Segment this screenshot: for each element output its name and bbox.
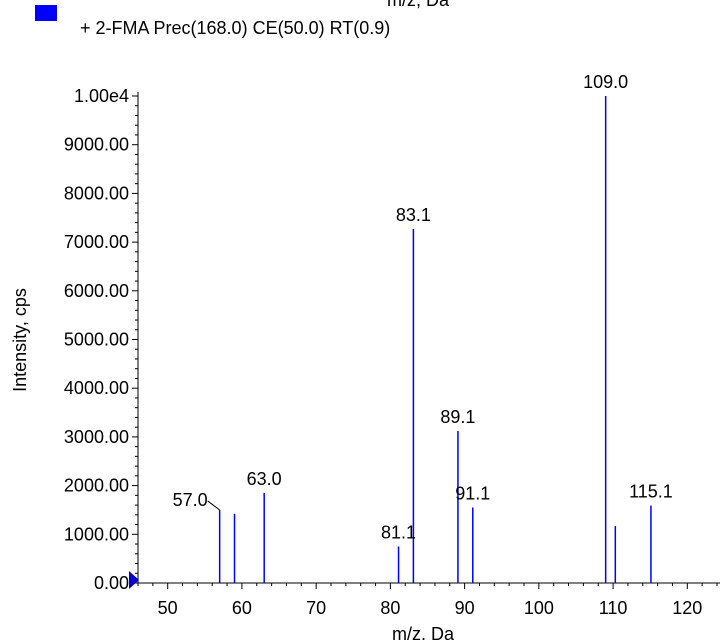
x-tick-label: 70 <box>306 598 326 618</box>
x-tick-label: 110 <box>599 598 628 618</box>
y-axis-title: Intensity, cps <box>10 288 30 392</box>
peak-label: 91.1 <box>455 484 490 504</box>
peak-label: 109.0 <box>583 72 628 92</box>
x-tick-label: 90 <box>455 598 475 618</box>
peak-label: 57.0 <box>173 490 208 510</box>
x-tick-label: 100 <box>524 598 554 618</box>
y-tick-label: 0.00 <box>94 573 129 593</box>
x-tick-label: 120 <box>672 598 702 618</box>
y-tick-label: 7000.00 <box>64 232 129 252</box>
y-tick-label: 9000.00 <box>64 135 129 155</box>
peak-label: 81.1 <box>381 522 416 542</box>
origin-marker-icon <box>129 571 139 589</box>
peak-labels: 57.0 63.0 81.1 83.1 89.1 91.1 109.0 115.1 <box>173 72 673 542</box>
top-caption: m/z, Da <box>387 0 450 10</box>
y-tick-label: 1.00e4 <box>74 86 129 106</box>
x-tick-label: 60 <box>232 598 252 618</box>
legend: + 2-FMA Prec(168.0) CE(50.0) RT(0.9) <box>35 5 390 38</box>
x-tick-label: 80 <box>380 598 400 618</box>
peak-label: 89.1 <box>440 407 475 427</box>
peak-label-leader <box>207 500 220 511</box>
y-tick-label: 1000.00 <box>64 524 129 544</box>
peak-label: 115.1 <box>629 482 673 502</box>
y-tick-label: 2000.00 <box>64 476 129 496</box>
axes: 0.00 1000.00 2000.00 3000.00 4000.00 5000.00 6… <box>64 86 720 618</box>
x-axis-title: m/z, Da <box>392 624 455 640</box>
x-tick-label: 50 <box>158 598 178 618</box>
peak-label: 83.1 <box>396 205 431 225</box>
peaks <box>218 96 652 583</box>
legend-label: + 2-FMA Prec(168.0) CE(50.0) RT(0.9) <box>80 18 390 38</box>
y-tick-label: 3000.00 <box>64 427 129 447</box>
peak-label: 63.0 <box>247 469 282 489</box>
y-tick-label: 4000.00 <box>64 378 129 398</box>
y-tick-label: 6000.00 <box>64 281 129 301</box>
legend-swatch <box>35 5 57 21</box>
y-tick-label: 8000.00 <box>64 183 129 203</box>
y-tick-label: 5000.00 <box>64 330 129 350</box>
